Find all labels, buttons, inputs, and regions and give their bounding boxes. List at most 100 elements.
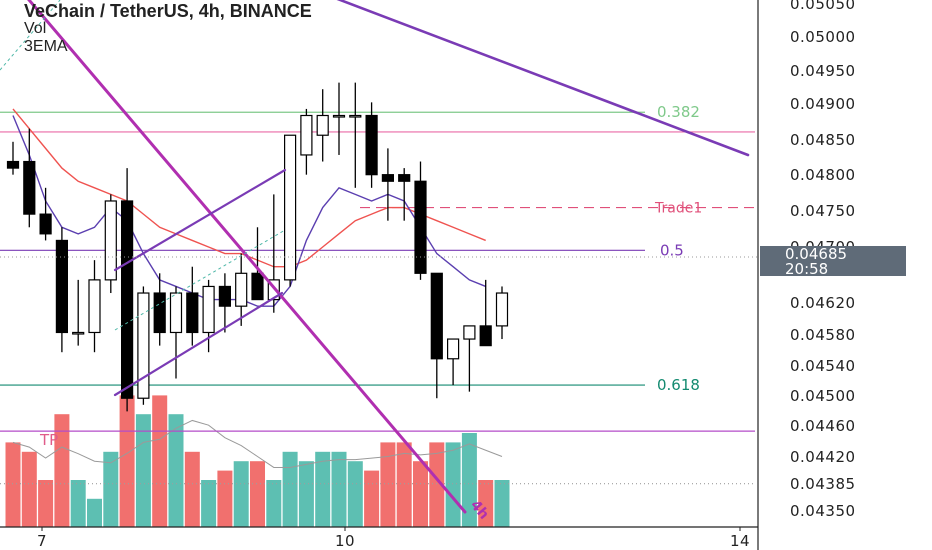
- volume-bar: [152, 395, 168, 527]
- candle-body: [349, 114, 362, 118]
- candle-body: [55, 239, 69, 334]
- volume-bar: [266, 480, 282, 527]
- volume-bar: [5, 442, 21, 527]
- candle-body: [251, 272, 264, 301]
- candle-body: [463, 325, 476, 340]
- volume-bar: [364, 470, 380, 527]
- volume-bar: [184, 451, 200, 527]
- volume-bar: [413, 461, 428, 527]
- volume-bar: [445, 442, 461, 527]
- candle-body: [430, 272, 443, 360]
- volume-bar: [70, 480, 86, 527]
- price-tick-label: 0.04850: [790, 131, 856, 149]
- price-tick-label: 0.04950: [790, 62, 856, 80]
- volume-bar: [250, 461, 265, 527]
- candle-body: [202, 285, 215, 334]
- price-tick-label: 0.04800: [790, 166, 856, 184]
- candle-body: [235, 272, 248, 307]
- volume-bar: [201, 480, 217, 527]
- candle-body: [153, 292, 166, 334]
- volume-bar: [347, 461, 363, 527]
- candle-body: [398, 174, 411, 182]
- channel-upper-line: [113, 168, 287, 272]
- price-tick-label: 0.04750: [790, 202, 856, 220]
- candle-body: [447, 338, 460, 360]
- volume-bar: [461, 433, 477, 527]
- volume-bar: [135, 414, 151, 527]
- volume-bar: [21, 451, 37, 527]
- volume-bar: [478, 480, 494, 527]
- candle-body: [332, 114, 346, 118]
- level-label: Trade1: [654, 201, 702, 217]
- time-tick-label: 10: [335, 532, 355, 550]
- candle-body: [479, 325, 492, 347]
- channel-mid-line: [114, 229, 286, 331]
- candle-body: [137, 292, 150, 399]
- candle-body: [414, 180, 427, 274]
- volume-bar: [119, 395, 135, 527]
- volume-bar: [298, 461, 314, 527]
- price-tick-label: 0.04460: [790, 417, 856, 435]
- volume-bar: [331, 451, 347, 527]
- price-tick-label: 0.04500: [790, 387, 856, 405]
- candle-body: [6, 160, 20, 169]
- time-tick-label: 7: [37, 532, 47, 550]
- level-label: 0.618: [657, 376, 700, 394]
- candles: [6, 82, 509, 412]
- channel-lower-line: [113, 291, 284, 397]
- volume-bar: [315, 451, 331, 527]
- candle-body: [23, 160, 36, 215]
- axes: 0.04350 0.04385 0.04420 0.04460 0.04500 0.045…: [0, 0, 906, 550]
- volume-bar: [396, 442, 412, 527]
- candle-body: [381, 174, 394, 182]
- ema-indicator-label[interactable]: 3EMA: [24, 38, 68, 55]
- descending-trendline: [336, 0, 750, 157]
- candle-body: [218, 285, 231, 307]
- level-label: TP: [39, 431, 58, 449]
- price-tick-label: 0.05000: [790, 28, 856, 46]
- price-tick-label: 0.05050: [790, 0, 856, 13]
- candle-body: [39, 213, 52, 235]
- chart-header: VeChain / TetherUS, 4h, BINANCE Vol 3EMA: [24, 2, 312, 56]
- price-tick-label: 0.04580: [790, 326, 856, 344]
- volume-bar: [87, 498, 102, 527]
- level-label: 0.382: [657, 103, 700, 121]
- volume-bar: [494, 480, 510, 527]
- ema-fast-line: [12, 115, 486, 307]
- volume-bar: [233, 461, 249, 527]
- volume-ma-line: [12, 419, 503, 468]
- price-tick-label: 0.04350: [790, 502, 856, 520]
- volume-bar: [38, 480, 54, 527]
- candle-body: [316, 114, 329, 136]
- candle-body: [186, 292, 199, 334]
- price-tick-label: 0.04385: [790, 475, 856, 493]
- volume-bars: [5, 395, 510, 527]
- price-tick-label: 0.04420: [790, 448, 856, 466]
- candle-body: [169, 292, 183, 334]
- volume-bar: [168, 414, 184, 527]
- volume-bar: [103, 451, 119, 527]
- price-tick-label: 0.04540: [790, 357, 856, 375]
- volume-indicator-label[interactable]: Vol: [24, 20, 47, 37]
- volume-bar: [217, 470, 233, 527]
- candle-body: [495, 292, 509, 327]
- symbol-title: VeChain / TetherUS, 4h, BINANCE: [24, 1, 312, 21]
- candle-body: [284, 134, 297, 281]
- candle-body: [120, 200, 134, 399]
- candle-body: [72, 331, 85, 335]
- price-tag-value: 0.04685: [785, 245, 847, 263]
- steep-trendline: [27, 0, 467, 514]
- candle-body: [88, 279, 101, 334]
- price-tick-label: 0.04900: [790, 95, 856, 113]
- level-label: 0.5: [660, 241, 684, 259]
- price-tick-label: 0.04620: [790, 294, 856, 312]
- volume-bar: [429, 442, 445, 527]
- price-tag-countdown: 20:58: [785, 260, 828, 278]
- volume-bar: [54, 414, 70, 527]
- time-tick-label: 14: [730, 532, 750, 550]
- trendlines: 4h: [0, 0, 750, 523]
- price-tag-box: [760, 246, 906, 276]
- candle-body: [300, 114, 313, 156]
- candle-body: [365, 114, 378, 176]
